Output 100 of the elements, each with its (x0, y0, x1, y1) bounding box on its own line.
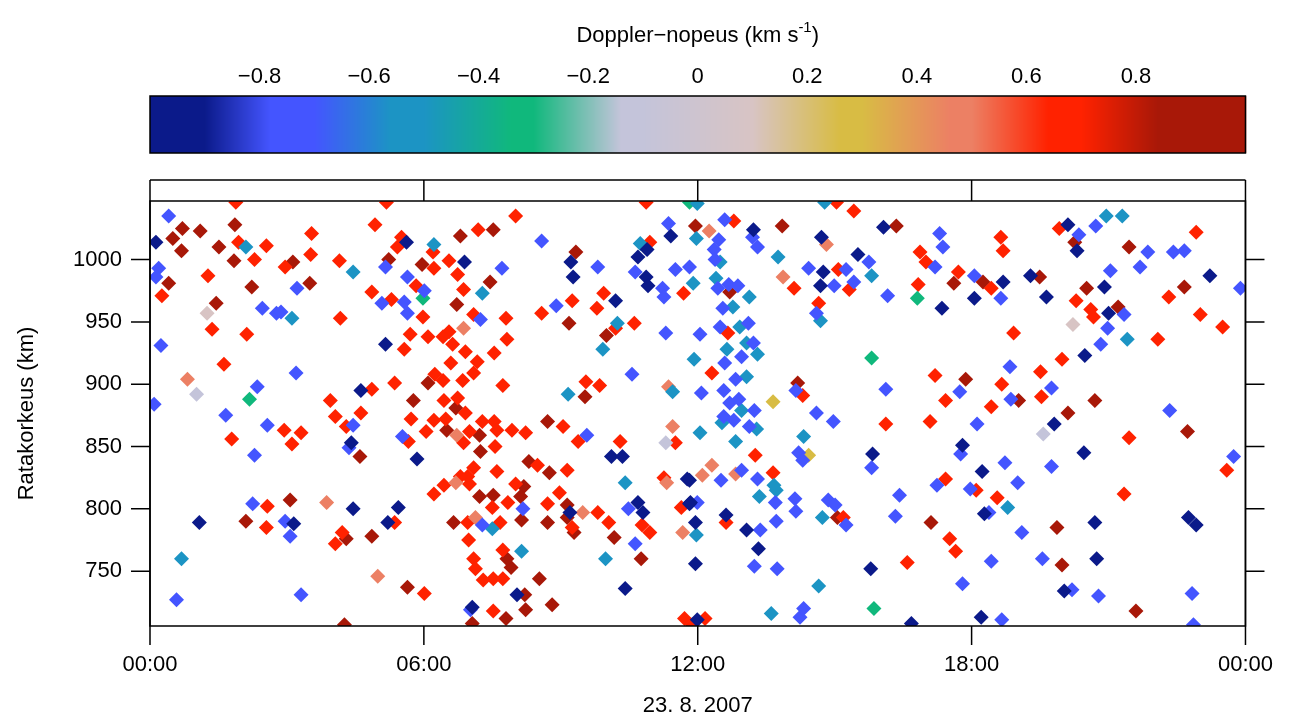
point (364, 528, 380, 544)
point (174, 243, 189, 259)
point (224, 431, 240, 447)
point (765, 465, 781, 481)
point (633, 551, 649, 567)
color-bar-label: 0.8 (1120, 63, 1152, 89)
point (692, 425, 708, 441)
color-bar-label: −0.2 (566, 63, 610, 89)
point (293, 425, 309, 441)
point (739, 369, 755, 385)
point (909, 290, 925, 306)
point (559, 462, 575, 478)
point (796, 429, 812, 445)
point (719, 341, 735, 357)
color-bar-label: −0.4 (456, 63, 501, 89)
point (578, 374, 594, 390)
point (561, 315, 577, 331)
point (449, 427, 465, 443)
point (448, 475, 464, 491)
point (284, 436, 300, 452)
point (508, 208, 524, 224)
point (595, 341, 611, 357)
point (741, 289, 757, 305)
point (1054, 557, 1070, 573)
point (564, 293, 580, 309)
point (704, 457, 720, 473)
point (544, 597, 560, 613)
point (247, 252, 263, 268)
point (993, 229, 1009, 245)
point (426, 237, 442, 253)
point (592, 377, 608, 393)
point (950, 264, 966, 280)
point (560, 386, 576, 402)
point (938, 471, 954, 487)
point (983, 280, 999, 296)
point (694, 467, 710, 483)
point (179, 371, 195, 387)
point (1219, 462, 1235, 478)
point (958, 371, 974, 387)
point (192, 223, 208, 239)
point (200, 268, 216, 284)
point (1079, 280, 1095, 296)
point (1035, 426, 1051, 442)
point (912, 244, 928, 260)
color-bar-label: −0.6 (347, 63, 391, 89)
x-axis-title: 23. 8. 2007 (642, 691, 753, 717)
point (704, 365, 720, 381)
point (518, 425, 534, 441)
point (304, 225, 320, 241)
point (482, 274, 498, 290)
point (927, 367, 943, 383)
point (1121, 239, 1137, 255)
point (765, 394, 781, 410)
point (540, 414, 556, 430)
point (242, 391, 258, 407)
color-bar-label: −0.8 (237, 63, 282, 89)
point (1188, 224, 1204, 240)
x-tick-label: 00:00 (122, 651, 178, 677)
point (414, 257, 430, 273)
point (238, 239, 254, 255)
point (258, 520, 274, 536)
point (208, 295, 224, 311)
point (1116, 486, 1132, 502)
point (370, 568, 386, 584)
point (720, 325, 736, 341)
point (449, 296, 465, 312)
y-tick-label: 850 (85, 432, 122, 458)
point (1128, 603, 1144, 619)
point (472, 427, 488, 443)
point (174, 551, 189, 567)
point (1054, 351, 1070, 367)
point (995, 243, 1011, 259)
point (888, 218, 904, 234)
point (165, 230, 181, 246)
point (814, 510, 830, 526)
point (508, 476, 524, 492)
y-tick-label: 750 (85, 557, 122, 583)
point (598, 551, 614, 567)
point (555, 419, 571, 435)
point (601, 515, 617, 531)
point (1033, 389, 1049, 405)
point (521, 453, 537, 469)
point (161, 275, 177, 291)
point (701, 223, 717, 239)
color-bar-label: 0.2 (791, 63, 823, 89)
point (1000, 500, 1016, 516)
point (677, 611, 692, 626)
point (1006, 325, 1022, 341)
point (399, 579, 415, 595)
point (590, 505, 606, 521)
point (239, 326, 255, 342)
point (899, 554, 915, 570)
point (420, 375, 436, 391)
point (452, 228, 468, 244)
point (352, 449, 368, 464)
color-bar-label: 0 (691, 63, 704, 89)
point (1065, 316, 1081, 332)
point (688, 527, 704, 543)
point (498, 611, 514, 626)
point (751, 488, 767, 504)
